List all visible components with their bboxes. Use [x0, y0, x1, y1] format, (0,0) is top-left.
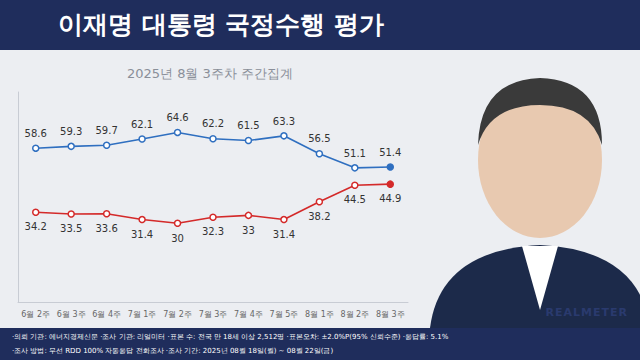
svg-text:33: 33 [242, 225, 255, 236]
svg-text:63.3: 63.3 [273, 116, 295, 127]
svg-text:32.3: 32.3 [202, 226, 224, 237]
html-text:REALMETER: REALMETER [545, 306, 628, 319]
svg-text:7월 2주: 7월 2주 [163, 310, 192, 319]
svg-text:8월 3주: 8월 3주 [376, 310, 405, 319]
svg-text:61.5: 61.5 [237, 120, 259, 131]
svg-text:59.3: 59.3 [60, 126, 82, 137]
svg-text:34.2: 34.2 [25, 221, 47, 232]
svg-text:33.5: 33.5 [60, 223, 82, 234]
svg-text:8월 2주: 8월 2주 [340, 310, 369, 319]
svg-text:62.1: 62.1 [131, 119, 153, 130]
svg-text:64.6: 64.6 [166, 112, 188, 123]
svg-text:7월 1주: 7월 1주 [128, 310, 157, 319]
svg-text:8월 1주: 8월 1주 [305, 310, 334, 319]
svg-text:58.6: 58.6 [25, 128, 47, 139]
svg-text:44.5: 44.5 [344, 194, 366, 205]
svg-text:7월 5주: 7월 5주 [270, 310, 299, 319]
svg-text:62.2: 62.2 [202, 118, 224, 129]
svg-text:30: 30 [171, 233, 184, 244]
svg-text:44.9: 44.9 [379, 193, 401, 204]
svg-text:6월 2주: 6월 2주 [21, 310, 50, 319]
svg-text:38.2: 38.2 [308, 211, 330, 222]
svg-text:7월 4주: 7월 4주 [234, 310, 263, 319]
svg-text:51.1: 51.1 [344, 148, 366, 159]
svg-text:6월 4주: 6월 4주 [92, 310, 121, 319]
svg-text:7월 3주: 7월 3주 [199, 310, 228, 319]
html-text:·조사 방법: 무선 RDD 100% 자동응답 전화조사: ·조사 방법: 무선 RDD 100% 자동응답 전화조사 ·조사 기간: 20… [12, 347, 334, 355]
svg-text:31.4: 31.4 [273, 229, 295, 240]
html-text:·의뢰 기관: 에너지경제신문 ·조사 기관: 리얼미터 ·: ·의뢰 기관: 에너지경제신문 ·조사 기관: 리얼미터 ·표본 수: 전국 만… [12, 333, 449, 341]
svg-text:59.7: 59.7 [96, 125, 118, 136]
svg-text:33.6: 33.6 [96, 223, 118, 234]
svg-text:2025년 8월 3주차 주간집계: 2025년 8월 3주차 주간집계 [127, 66, 293, 81]
svg-text:56.5: 56.5 [308, 133, 330, 144]
svg-text:51.4: 51.4 [379, 147, 401, 158]
svg-text:6월 3주: 6월 3주 [57, 310, 86, 319]
html-text:이재명 대통령 국정수행 평가: 이재명 대통령 국정수행 평가 [58, 10, 385, 39]
svg-text:31.4: 31.4 [131, 229, 153, 240]
